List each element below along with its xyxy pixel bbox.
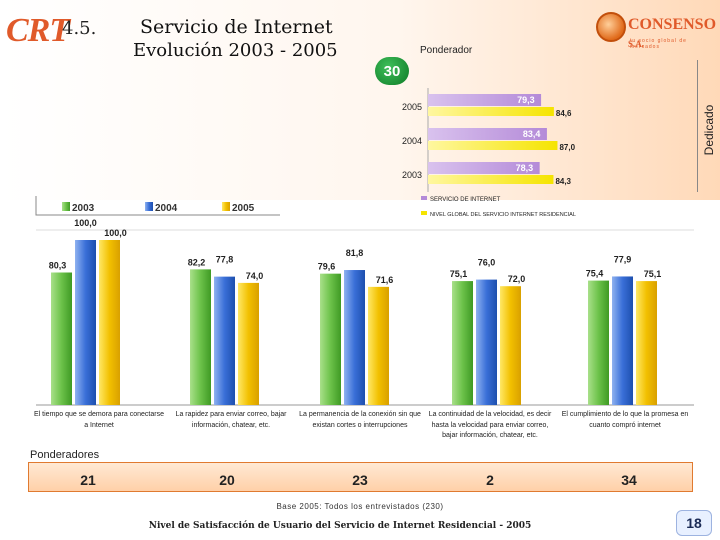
vbar-2003: [452, 281, 473, 405]
legend-label: 2004: [155, 203, 178, 214]
ponderadores-box: [28, 462, 693, 492]
vbar-label: 75,4: [586, 269, 604, 279]
vbar-label: 77,9: [614, 254, 632, 264]
vbar-label: 100,0: [74, 218, 97, 228]
vbar-2004: [476, 279, 497, 405]
vbar-label: 77,8: [216, 255, 234, 265]
legend-label: 2005: [232, 203, 255, 214]
vbar-label: 82,2: [188, 257, 206, 267]
category-label: La rapidez para enviar correo, bajar inf…: [175, 411, 287, 429]
vbar-label: 75,1: [644, 269, 662, 279]
ponderador-value: 20: [219, 472, 235, 488]
hbar-legend-swatch: [421, 196, 427, 200]
vbar-2003: [190, 269, 211, 405]
hbar-label-nivel: 84,3: [555, 177, 571, 186]
base-note: Base 2005: Todos los entrevistados (230): [276, 502, 444, 511]
brand-name: CONSENSO: [628, 16, 717, 33]
hbar-label-nivel: 84,6: [556, 109, 572, 118]
vbar-2005: [500, 286, 521, 405]
hbar-servicio: [428, 128, 547, 140]
side-divider: [697, 60, 698, 192]
page-title: Servicio de Internet: [140, 16, 333, 38]
legend-swatch: [222, 202, 230, 211]
vbar-2003: [588, 280, 609, 405]
legend-swatch: [145, 202, 153, 211]
legend-swatch: [62, 202, 70, 211]
ponderador-value: 2: [486, 472, 494, 488]
vbar-label: 100,0: [104, 228, 127, 238]
hbar-nivel-global: [428, 175, 554, 184]
vbar-label: 79,6: [318, 262, 336, 272]
hbar-label-servicio: 83,4: [523, 129, 541, 139]
ponderador-badge: 30: [375, 57, 409, 85]
hbar-category-label: 2004: [402, 136, 422, 146]
brand-tagline: tu socio global de mercados: [630, 38, 687, 50]
hbar-servicio: [428, 94, 542, 106]
vbar-2005: [238, 282, 259, 405]
ponderador-value: 21: [80, 472, 96, 488]
page-subtitle: Evolución 2003 - 2005: [133, 40, 338, 61]
hbar-servicio: [428, 162, 540, 174]
page-number: 18: [676, 510, 712, 536]
ponderador-value: 34: [621, 472, 637, 488]
vbar-2004: [75, 240, 96, 405]
vbar-label: 74,0: [246, 271, 264, 281]
hbar-label-nivel: 87,0: [559, 143, 575, 152]
hbar-legend-swatch: [421, 211, 427, 215]
globe-icon: [596, 12, 626, 42]
footer-title: Nivel de Satisfacción de Usuario del Ser…: [148, 521, 532, 531]
legend-label: 2003: [72, 203, 95, 214]
vbar-2005: [636, 281, 657, 405]
vbar-2004: [612, 276, 633, 405]
category-label: La continuidad de la velocidad, es decir…: [428, 411, 552, 439]
hbar-legend-label: NIVEL GLOBAL DEL SERVICIO INTERNET RESID…: [430, 212, 576, 218]
hbar-title: Ponderador: [420, 45, 473, 56]
brand-suffix: S.A.: [628, 39, 645, 49]
vbar-2003: [51, 272, 72, 405]
hbar-category-label: 2003: [402, 170, 422, 180]
ponderador-value: 23: [352, 472, 368, 488]
hbar-category-label: 2005: [402, 102, 422, 112]
vbar-2004: [214, 276, 235, 405]
legend-frame: [35, 196, 280, 216]
hbar-label-servicio: 79,3: [517, 95, 535, 105]
vbar-label: 80,3: [49, 261, 67, 271]
hbar-nivel-global: [428, 107, 554, 116]
vbar-label: 71,6: [376, 275, 394, 285]
vbar-2004: [344, 270, 365, 405]
ponderadores-label: Ponderadores: [30, 449, 100, 461]
section-number: 4.5.: [62, 18, 97, 39]
category-label: La permanencia de la conexión sin que ex…: [299, 411, 421, 429]
consenso-logo: CONSENSO S.A. tu socio global de mercado…: [592, 10, 717, 50]
category-label: El tiempo que se demora para conectarse …: [34, 411, 164, 429]
vbar-2005: [368, 286, 389, 405]
hbar-nivel-global: [428, 141, 558, 150]
hbar-label-servicio: 78,3: [516, 163, 534, 173]
hbar-legend-label: SERVICIO DE INTERNET: [430, 197, 501, 203]
vbar-label: 75,1: [450, 269, 468, 279]
vbar-label: 81,8: [346, 248, 364, 258]
crt-logo: CRT: [6, 12, 70, 49]
vbar-label: 72,0: [508, 274, 526, 284]
vbar-2005: [99, 240, 120, 405]
category-label: El cumplimiento de lo que la promesa en …: [561, 411, 689, 429]
vbar-label: 76,0: [478, 258, 496, 268]
vbar-2003: [320, 273, 341, 405]
